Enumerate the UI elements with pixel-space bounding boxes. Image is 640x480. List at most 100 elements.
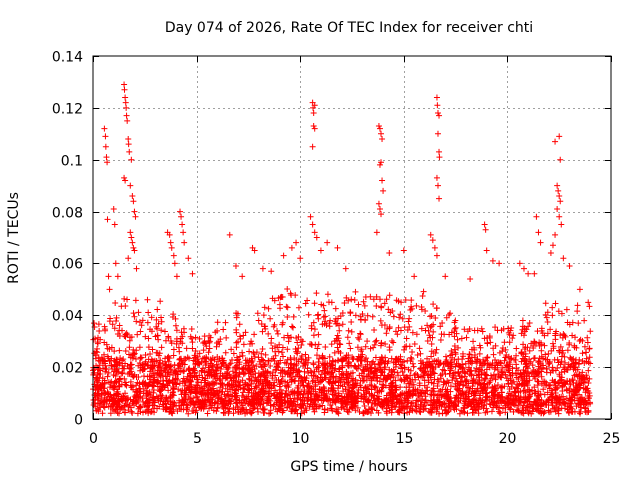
data-point <box>455 344 462 351</box>
data-point <box>134 331 141 338</box>
data-point <box>245 393 252 400</box>
data-point <box>401 376 408 383</box>
data-point <box>441 367 448 374</box>
data-point <box>289 390 296 397</box>
data-point <box>383 296 390 303</box>
data-point <box>447 365 454 372</box>
data-point <box>506 339 513 346</box>
data-point <box>186 365 193 372</box>
data-point <box>173 273 180 280</box>
data-point <box>95 354 102 361</box>
data-point <box>459 388 466 395</box>
data-point <box>334 332 341 339</box>
data-point <box>555 187 562 194</box>
data-point <box>212 367 219 374</box>
data-point <box>167 405 174 412</box>
data-point <box>260 380 267 387</box>
data-point <box>311 326 318 333</box>
data-point <box>337 341 344 348</box>
data-point <box>121 365 128 372</box>
data-point <box>451 346 458 353</box>
data-point <box>549 340 556 347</box>
data-point <box>552 138 559 145</box>
data-point <box>332 399 339 406</box>
data-point <box>113 317 120 324</box>
data-point <box>207 356 214 363</box>
data-point <box>406 315 413 322</box>
data-point <box>471 346 478 353</box>
data-point <box>518 349 525 356</box>
data-point <box>125 351 132 358</box>
data-point <box>526 388 533 395</box>
data-point <box>365 371 372 378</box>
data-point <box>525 270 532 277</box>
data-point <box>529 362 536 369</box>
data-point <box>575 360 582 367</box>
data-point <box>505 325 512 332</box>
data-point <box>219 360 226 367</box>
data-point <box>365 408 372 415</box>
data-point <box>409 349 416 356</box>
data-point <box>483 354 490 361</box>
data-point <box>324 239 331 246</box>
data-point <box>157 298 164 305</box>
data-point <box>464 328 471 335</box>
data-point <box>231 393 238 400</box>
data-point <box>552 231 559 238</box>
data-point <box>526 319 533 326</box>
data-point <box>554 205 561 212</box>
data-point <box>233 383 240 390</box>
data-point <box>352 312 359 319</box>
data-point <box>257 373 264 380</box>
data-point <box>337 378 344 385</box>
data-point <box>279 294 286 301</box>
data-point <box>361 403 368 410</box>
data-point <box>436 195 443 202</box>
data-point <box>322 343 329 350</box>
data-point <box>498 389 505 396</box>
data-point <box>305 359 312 366</box>
data-point <box>561 359 568 366</box>
data-point <box>174 371 181 378</box>
data-point <box>339 364 346 371</box>
data-point <box>300 382 307 389</box>
data-point <box>111 392 118 399</box>
data-point <box>506 331 513 338</box>
data-point <box>433 305 440 312</box>
data-point <box>389 393 396 400</box>
data-point <box>251 404 258 411</box>
data-point <box>405 318 412 325</box>
data-point <box>274 389 280 396</box>
data-point <box>318 371 325 378</box>
data-point <box>558 393 565 400</box>
data-point <box>538 380 545 387</box>
data-point <box>576 286 583 293</box>
data-point <box>246 376 253 383</box>
data-point <box>118 370 125 377</box>
data-point <box>435 357 442 364</box>
data-point <box>266 410 273 417</box>
data-point <box>403 335 410 342</box>
data-point <box>554 364 561 371</box>
data-point <box>162 400 169 407</box>
data-point <box>194 393 201 400</box>
data-point <box>145 335 152 342</box>
data-point <box>310 123 317 130</box>
data-point <box>431 244 438 251</box>
data-point <box>315 368 322 375</box>
y-tick-label: 0.08 <box>52 206 83 222</box>
data-point <box>555 396 562 403</box>
data-point <box>544 330 551 337</box>
data-point <box>185 255 192 262</box>
data-point <box>141 373 148 380</box>
data-point <box>294 390 301 397</box>
data-point <box>196 335 203 342</box>
data-point <box>392 328 399 335</box>
data-point <box>401 364 408 371</box>
data-point <box>502 346 509 353</box>
data-point <box>154 325 161 332</box>
data-point <box>429 237 436 244</box>
data-point <box>233 314 240 321</box>
data-point <box>545 350 552 357</box>
data-point <box>410 387 417 394</box>
